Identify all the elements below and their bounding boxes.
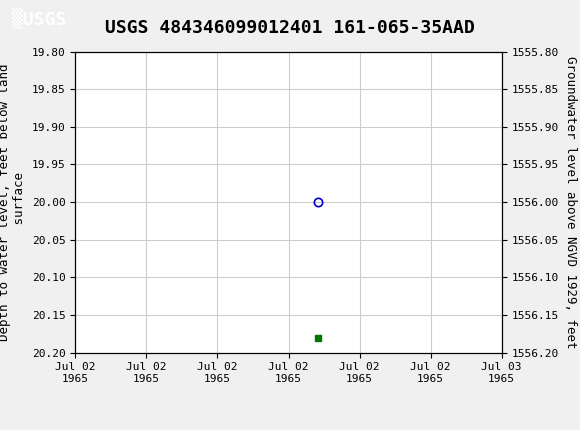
Y-axis label: Groundwater level above NGVD 1929, feet: Groundwater level above NGVD 1929, feet xyxy=(564,56,577,348)
Text: USGS 484346099012401 161-065-35AAD: USGS 484346099012401 161-065-35AAD xyxy=(105,19,475,37)
Y-axis label: Depth to water level, feet below land
 surface: Depth to water level, feet below land su… xyxy=(0,63,26,341)
Text: ▒USGS: ▒USGS xyxy=(12,8,66,29)
